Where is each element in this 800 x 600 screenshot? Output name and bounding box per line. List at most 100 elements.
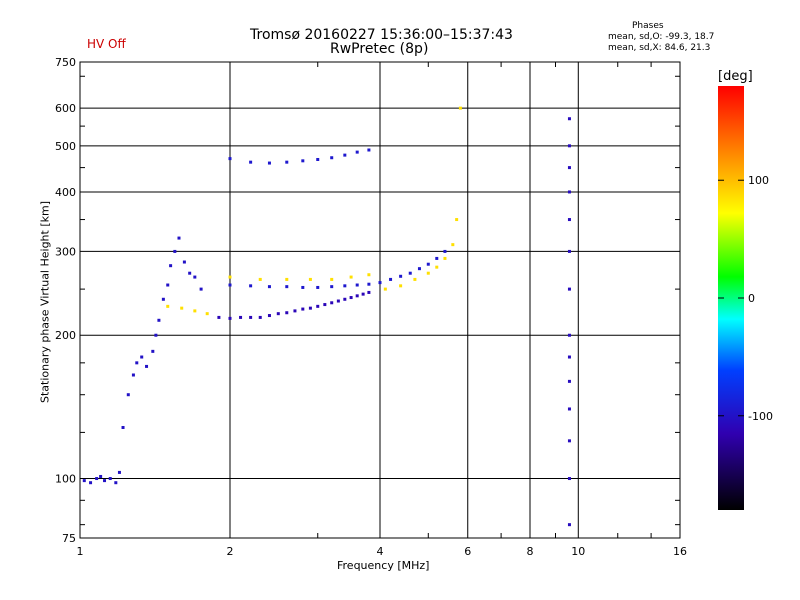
data-point [330, 285, 334, 289]
data-point [343, 153, 347, 157]
y-tick-label: 500 [55, 140, 76, 153]
data-point [567, 477, 571, 481]
data-point [267, 161, 271, 165]
data-point [455, 218, 459, 222]
colorbar-tick-label: -100 [748, 410, 773, 423]
data-point [323, 303, 327, 307]
data-point [426, 271, 430, 275]
x-tick-label: 4 [377, 545, 384, 558]
data-point [567, 144, 571, 148]
data-point [166, 304, 170, 308]
data-point [249, 160, 253, 164]
data-point [330, 156, 334, 160]
data-point [103, 479, 107, 483]
data-point [567, 439, 571, 443]
data-point [285, 285, 289, 289]
data-point [426, 262, 430, 266]
y-tick-label: 400 [55, 186, 76, 199]
data-point [228, 283, 232, 287]
data-point [349, 275, 353, 279]
data-point [361, 292, 365, 296]
data-point [151, 349, 155, 353]
data-point [567, 333, 571, 337]
x-tick-label: 1 [77, 545, 84, 558]
data-point [458, 106, 462, 110]
x-tick-label: 6 [464, 545, 471, 558]
data-point [389, 277, 393, 281]
data-point [121, 425, 125, 429]
data-point [443, 249, 447, 253]
phases-x-mode: mean, sd,X: 84.6, 21.3 [608, 43, 711, 53]
data-point [316, 285, 320, 289]
colorbar-ticks: 100 0 -100 [718, 174, 773, 423]
data-point [567, 287, 571, 291]
data-point [343, 284, 347, 288]
data-point [205, 312, 209, 316]
data-point [408, 271, 412, 275]
axis-ticks: 1 2 4 6 8 10 16 75 100 200 300 400 500 600 750 [55, 56, 687, 558]
y-tick-label: 300 [55, 245, 76, 258]
data-point [293, 309, 297, 313]
data-point [276, 312, 280, 316]
data-point [188, 271, 192, 275]
data-point [316, 304, 320, 308]
data-point [166, 283, 170, 287]
data-point [228, 275, 232, 279]
data-point [355, 150, 359, 154]
data-point [435, 256, 439, 260]
data-point [435, 265, 439, 269]
data-point [249, 284, 253, 288]
data-point [301, 285, 305, 289]
data-point [193, 309, 197, 313]
data-point [399, 274, 403, 278]
data-point [567, 407, 571, 411]
data-point [417, 267, 421, 271]
data-point [108, 477, 112, 481]
data-point [145, 364, 149, 368]
data-point [177, 236, 181, 240]
data-point [367, 290, 371, 294]
data-point [126, 393, 130, 397]
data-point [330, 277, 334, 281]
data-point [355, 294, 359, 298]
data-point [285, 160, 289, 164]
data-point [182, 260, 186, 264]
data-point [95, 477, 99, 481]
data-point [301, 307, 305, 311]
data-point [228, 316, 232, 320]
data-point [180, 306, 184, 310]
data-point [567, 379, 571, 383]
data-point [217, 315, 221, 319]
data-point [367, 282, 371, 286]
data-point [399, 284, 403, 288]
data-point [193, 275, 197, 279]
data-point [99, 474, 103, 478]
data-point [567, 117, 571, 121]
data-point [349, 296, 353, 300]
data-point [157, 318, 161, 322]
data-point [451, 243, 455, 247]
phases-title: Phases [632, 21, 664, 31]
x-tick-label: 2 [227, 545, 234, 558]
data-point [239, 315, 243, 319]
y-tick-label: 200 [55, 329, 76, 342]
grid-lines [80, 62, 680, 538]
data-point [567, 218, 571, 222]
x-tick-label: 10 [571, 545, 585, 558]
data-point [140, 355, 144, 359]
data-point [82, 479, 86, 483]
data-point [301, 159, 305, 163]
x-tick-label: 16 [673, 545, 687, 558]
data-point [267, 285, 271, 289]
data-point [567, 355, 571, 359]
y-tick-label: 100 [55, 473, 76, 486]
plot-frame [79, 61, 681, 539]
x-tick-label: 8 [527, 545, 534, 558]
data-point [154, 333, 158, 337]
data-point [228, 157, 232, 161]
data-points [82, 106, 571, 527]
data-point [285, 277, 289, 281]
hv-status-label: HV Off [87, 37, 126, 51]
data-point [161, 297, 165, 301]
